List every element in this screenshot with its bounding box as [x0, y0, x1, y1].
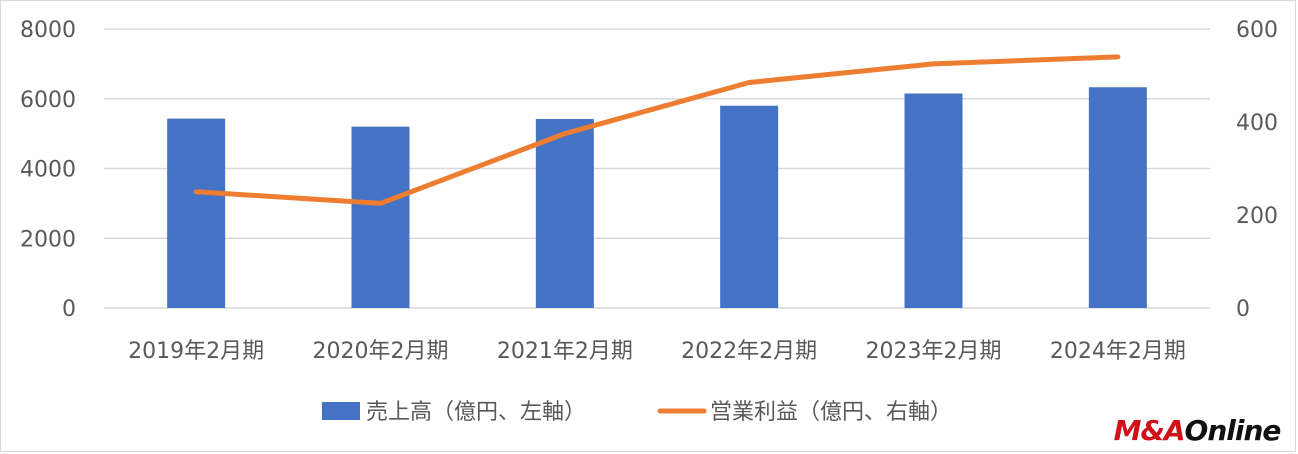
left-axis-ticks: 0 2000 4000 6000 8000: [20, 18, 76, 322]
bar-sales: [720, 105, 779, 308]
operating-profit-line: [193, 54, 1121, 206]
legend-swatch-sales: [322, 402, 360, 420]
left-axis-tick-label: 4000: [20, 158, 76, 183]
bar-sales: [167, 118, 226, 308]
x-axis-tick-label: 2020年2月期: [313, 339, 449, 364]
line-series-operating-profit: [193, 54, 1121, 206]
right-axis-ticks: 0 200 400 600: [1236, 18, 1278, 322]
left-axis-tick-label: 0: [62, 297, 76, 322]
right-axis-tick-label: 600: [1236, 18, 1278, 43]
gridlines: [104, 28, 1210, 309]
legend: 売上高（億円、左軸） 営業利益（億円、右軸）: [322, 400, 952, 425]
logo-text-online: Online: [1184, 413, 1282, 447]
legend-label-operating-profit: 営業利益（億円、右軸）: [710, 400, 952, 425]
sales-bars: [167, 87, 1147, 309]
x-axis-tick-label: 2022年2月期: [681, 339, 817, 364]
x-axis-tick-label: 2019年2月期: [128, 339, 264, 364]
legend-label-sales: 売上高（億円、左軸）: [366, 400, 586, 425]
right-axis-tick-label: 400: [1236, 111, 1278, 136]
left-axis-tick-label: 8000: [20, 18, 76, 43]
x-axis-tick-label: 2021年2月期: [497, 339, 633, 364]
bar-sales: [351, 126, 410, 309]
bar-sales: [535, 118, 594, 308]
right-axis-tick-label: 0: [1236, 297, 1250, 322]
bar-sales: [1088, 87, 1147, 309]
x-axis-ticks: 2019年2月期 2020年2月期 2021年2月期 2022年2月期 2023年2月期…: [128, 339, 1186, 364]
x-axis-tick-label: 2024年2月期: [1050, 339, 1186, 364]
site-logo: M&A Online: [1106, 413, 1288, 447]
x-axis-tick-label: 2023年2月期: [866, 339, 1002, 364]
left-axis-tick-label: 6000: [20, 88, 76, 113]
logo-text-ma: M&A: [1113, 413, 1186, 447]
left-axis-tick-label: 2000: [20, 227, 76, 252]
right-axis-tick-label: 200: [1236, 204, 1278, 229]
bar-sales: [904, 93, 963, 308]
